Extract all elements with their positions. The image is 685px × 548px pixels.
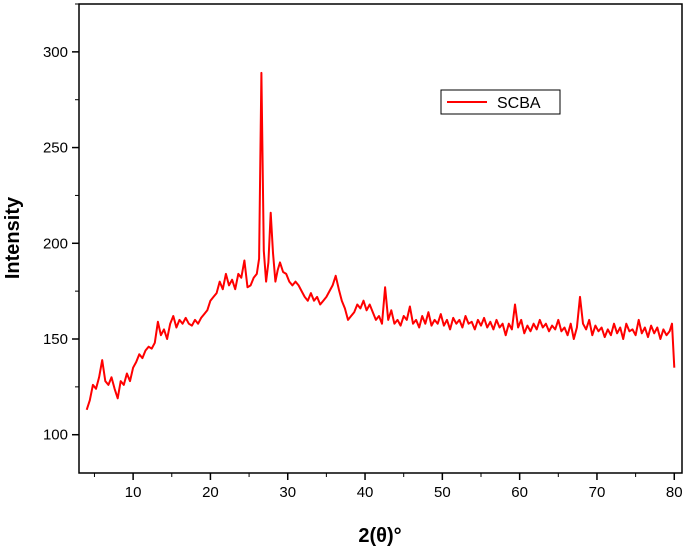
- x-tick-label: 60: [511, 484, 528, 501]
- x-tick-label: 50: [434, 484, 451, 501]
- x-tick-label: 10: [125, 484, 142, 501]
- y-tick-label: 150: [43, 331, 68, 348]
- y-tick-label: 100: [43, 427, 68, 444]
- x-axis-ticks: 10 20 30 40 50 60 70 80: [93, 473, 683, 501]
- y-axis-title: Intensity: [2, 196, 24, 279]
- x-tick-label: 30: [279, 484, 296, 501]
- series-line-scba: [85, 71, 676, 411]
- x-tick-label: 80: [666, 484, 683, 501]
- y-tick-label: 300: [43, 44, 68, 61]
- y-tick-label: 200: [43, 235, 68, 252]
- plot-frame: [78, 3, 683, 474]
- y-axis-ticks: 100 150 200 250 300: [43, 3, 79, 444]
- legend-label-scba: SCBA: [497, 95, 541, 112]
- legend: SCBA: [440, 89, 561, 115]
- x-axis-title: 2(θ)°: [358, 525, 401, 547]
- x-tick-label: 70: [589, 484, 606, 501]
- x-tick-label: 20: [202, 484, 219, 501]
- y-tick-label: 250: [43, 140, 68, 157]
- x-tick-label: 40: [357, 484, 374, 501]
